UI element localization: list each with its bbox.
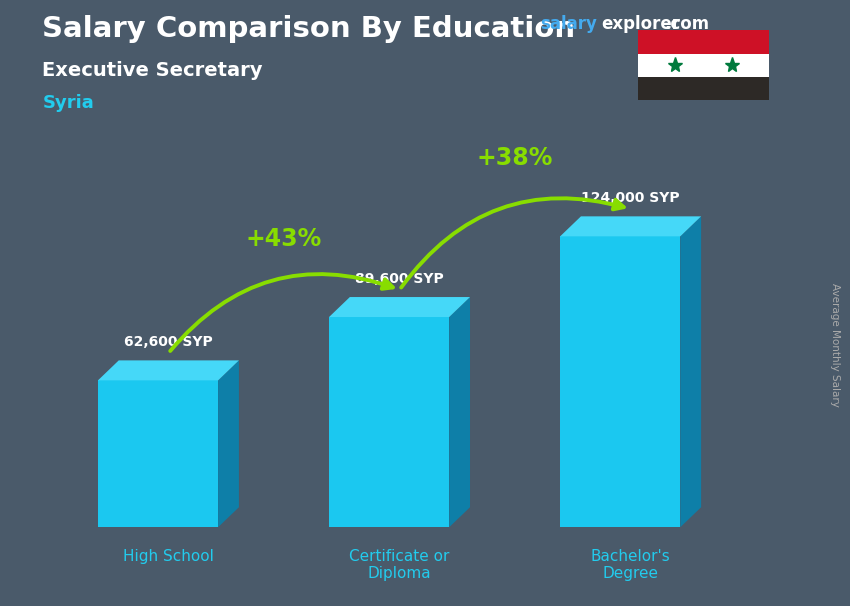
Text: 89,600 SYP: 89,600 SYP [355, 272, 444, 286]
Polygon shape [218, 361, 239, 527]
Bar [98, 381, 218, 527]
Text: Average Monthly Salary: Average Monthly Salary [830, 284, 840, 407]
Text: Executive Secretary: Executive Secretary [42, 61, 263, 79]
Polygon shape [680, 216, 701, 527]
FancyArrowPatch shape [170, 274, 393, 351]
Text: High School: High School [123, 549, 214, 564]
Bar [638, 53, 769, 77]
Bar [560, 236, 680, 527]
Polygon shape [98, 361, 239, 381]
FancyArrowPatch shape [401, 198, 624, 287]
Bar [638, 77, 769, 100]
Bar [329, 317, 449, 527]
Text: explorer: explorer [601, 15, 680, 33]
Text: Salary Comparison By Education: Salary Comparison By Education [42, 15, 575, 43]
Polygon shape [449, 297, 470, 527]
Text: .com: .com [665, 15, 710, 33]
Polygon shape [560, 216, 701, 236]
Text: 62,600 SYP: 62,600 SYP [124, 336, 212, 350]
Bar [638, 30, 769, 53]
Text: Certificate or
Diploma: Certificate or Diploma [349, 549, 450, 581]
Polygon shape [329, 297, 470, 317]
Text: Bachelor's
Degree: Bachelor's Degree [591, 549, 671, 581]
Text: 124,000 SYP: 124,000 SYP [581, 191, 680, 205]
Text: Syria: Syria [42, 94, 94, 112]
Text: +43%: +43% [246, 227, 322, 251]
Text: +38%: +38% [477, 146, 553, 170]
Text: salary: salary [540, 15, 597, 33]
